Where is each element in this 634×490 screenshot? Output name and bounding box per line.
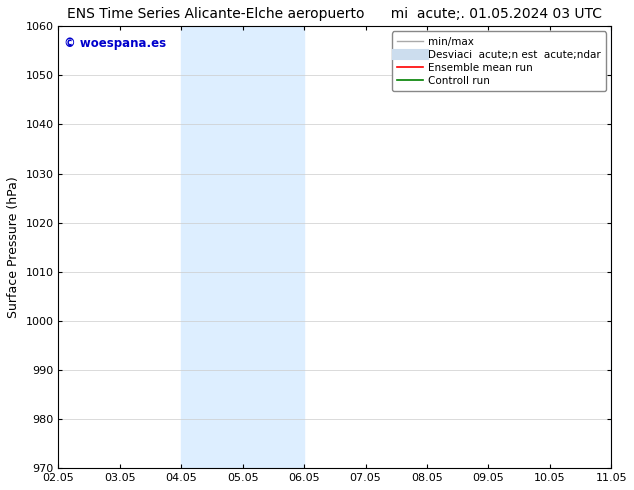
Text: © woespana.es: © woespana.es bbox=[64, 37, 166, 50]
Legend: min/max, Desviaci  acute;n est  acute;ndar, Ensemble mean run, Controll run: min/max, Desviaci acute;n est acute;ndar… bbox=[392, 31, 606, 91]
Bar bbox=[181, 26, 304, 468]
Bar bbox=[611, 26, 634, 468]
Title: ENS Time Series Alicante-Elche aeropuerto      mi  acute;. 01.05.2024 03 UTC: ENS Time Series Alicante-Elche aeropuert… bbox=[67, 7, 602, 21]
Y-axis label: Surface Pressure (hPa): Surface Pressure (hPa) bbox=[7, 176, 20, 318]
